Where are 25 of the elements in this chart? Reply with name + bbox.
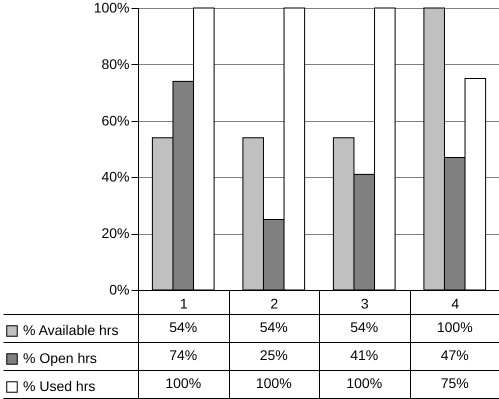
y-tick-label: 0% <box>109 282 130 298</box>
data-label: 74% <box>169 347 198 363</box>
data-label: 25% <box>260 347 288 363</box>
data-label: 100% <box>436 319 473 335</box>
x-tick-label: 3 <box>360 296 369 312</box>
data-label: 54% <box>169 319 198 335</box>
data-label: 100% <box>256 375 292 391</box>
y-tick-label: 40% <box>101 168 130 185</box>
legend-label: % Open hrs <box>23 350 97 366</box>
legend-label: % Available hrs <box>23 322 118 338</box>
data-label: 54% <box>260 319 288 335</box>
data-label: 54% <box>350 319 378 335</box>
data-label: 100% <box>346 375 382 391</box>
y-tick-label: 60% <box>101 112 130 128</box>
legend-label: % Used hrs <box>23 378 96 394</box>
y-tick-label: 20% <box>101 225 130 242</box>
x-tick-label: 1 <box>180 296 188 312</box>
data-label: 75% <box>440 375 469 391</box>
x-tick-label: 2 <box>270 296 278 312</box>
data-label: 100% <box>165 375 202 391</box>
y-tick-label: 80% <box>101 56 130 72</box>
data-label: 47% <box>440 347 469 363</box>
y-tick-label: 100% <box>94 0 130 16</box>
data-label: 41% <box>350 347 378 363</box>
x-tick-label: 4 <box>451 296 460 312</box>
